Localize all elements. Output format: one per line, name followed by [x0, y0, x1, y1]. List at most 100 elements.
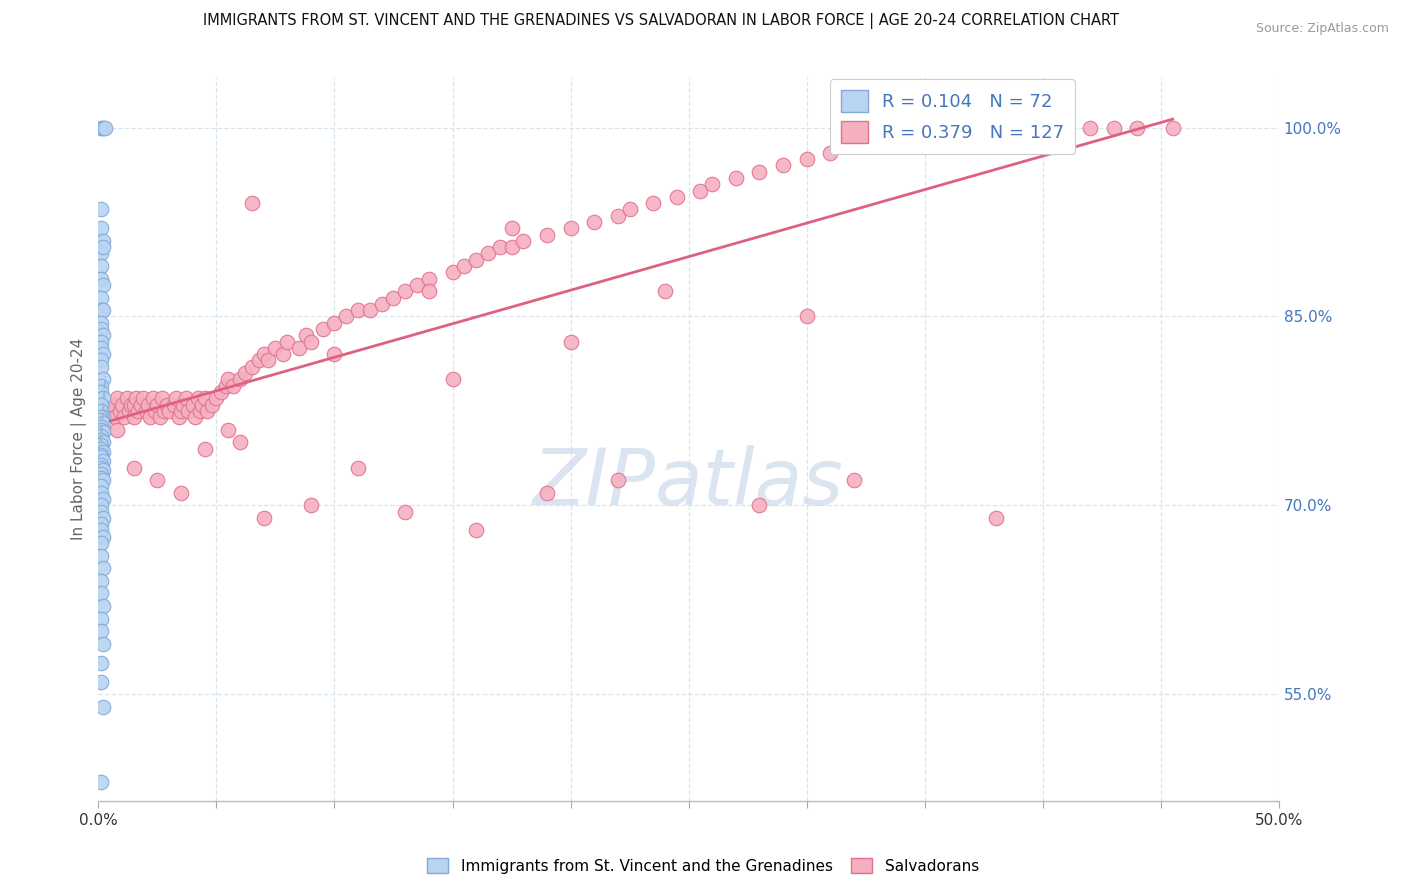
Point — [276, 334, 298, 349]
Point — [172, 398, 194, 412]
Point — [453, 259, 475, 273]
Point — [174, 391, 197, 405]
Point — [90, 524, 112, 538]
Point — [91, 530, 114, 544]
Point — [90, 353, 112, 368]
Point — [90, 259, 112, 273]
Point — [619, 202, 641, 217]
Point — [90, 574, 112, 588]
Y-axis label: In Labor Force | Age 20-24: In Labor Force | Age 20-24 — [72, 338, 87, 541]
Point — [90, 433, 112, 447]
Point — [91, 637, 114, 651]
Point — [501, 240, 523, 254]
Point — [91, 425, 114, 440]
Point — [1008, 120, 1031, 135]
Point — [606, 209, 628, 223]
Point — [91, 410, 114, 425]
Point — [583, 215, 606, 229]
Point — [370, 297, 392, 311]
Point — [91, 561, 114, 575]
Point — [772, 158, 794, 172]
Point — [233, 366, 256, 380]
Legend: R = 0.104   N = 72, R = 0.379   N = 127: R = 0.104 N = 72, R = 0.379 N = 127 — [830, 79, 1076, 153]
Point — [406, 277, 429, 292]
Point — [215, 378, 238, 392]
Point — [94, 120, 117, 135]
Point — [91, 234, 114, 248]
Point — [382, 291, 405, 305]
Point — [194, 391, 217, 405]
Point — [91, 240, 114, 254]
Point — [536, 227, 558, 242]
Point — [842, 473, 865, 487]
Point — [122, 398, 145, 412]
Point — [125, 391, 148, 405]
Point — [90, 458, 112, 472]
Point — [90, 271, 112, 285]
Point — [205, 391, 228, 405]
Point — [170, 485, 193, 500]
Point — [167, 410, 190, 425]
Point — [347, 460, 370, 475]
Point — [488, 240, 510, 254]
Point — [90, 316, 112, 330]
Point — [142, 391, 165, 405]
Point — [311, 322, 333, 336]
Point — [91, 120, 114, 135]
Point — [90, 303, 112, 318]
Point — [347, 303, 370, 318]
Point — [702, 178, 724, 192]
Point — [146, 473, 169, 487]
Point — [643, 196, 665, 211]
Point — [240, 359, 263, 374]
Point — [191, 398, 214, 412]
Point — [101, 398, 124, 412]
Point — [90, 438, 112, 452]
Point — [108, 404, 131, 418]
Point — [90, 611, 112, 625]
Point — [188, 404, 211, 418]
Point — [984, 120, 1007, 135]
Point — [418, 285, 440, 299]
Point — [394, 285, 416, 299]
Point — [90, 674, 112, 689]
Point — [91, 277, 114, 292]
Point — [91, 445, 114, 459]
Point — [90, 485, 112, 500]
Point — [150, 391, 173, 405]
Point — [90, 549, 112, 563]
Point — [209, 384, 232, 399]
Point — [91, 347, 114, 361]
Point — [418, 271, 440, 285]
Point — [163, 398, 186, 412]
Point — [90, 467, 112, 481]
Point — [914, 120, 936, 135]
Point — [90, 505, 112, 519]
Point — [115, 391, 138, 405]
Point — [1161, 120, 1184, 135]
Point — [90, 517, 112, 532]
Point — [91, 599, 114, 613]
Point — [146, 398, 169, 412]
Point — [465, 252, 488, 267]
Legend: Immigrants from St. Vincent and the Grenadines, Salvadorans: Immigrants from St. Vincent and the Gren… — [420, 852, 986, 880]
Point — [229, 372, 252, 386]
Point — [91, 699, 114, 714]
Point — [606, 473, 628, 487]
Point — [105, 391, 128, 405]
Point — [90, 359, 112, 374]
Point — [111, 398, 134, 412]
Point — [253, 347, 276, 361]
Point — [247, 353, 270, 368]
Point — [98, 404, 121, 418]
Point — [90, 221, 112, 235]
Point — [938, 120, 960, 135]
Point — [257, 353, 280, 368]
Point — [271, 347, 294, 361]
Point — [90, 470, 112, 484]
Text: Source: ZipAtlas.com: Source: ZipAtlas.com — [1256, 22, 1389, 36]
Point — [149, 410, 172, 425]
Point — [90, 586, 112, 600]
Point — [90, 450, 112, 465]
Point — [90, 498, 112, 512]
